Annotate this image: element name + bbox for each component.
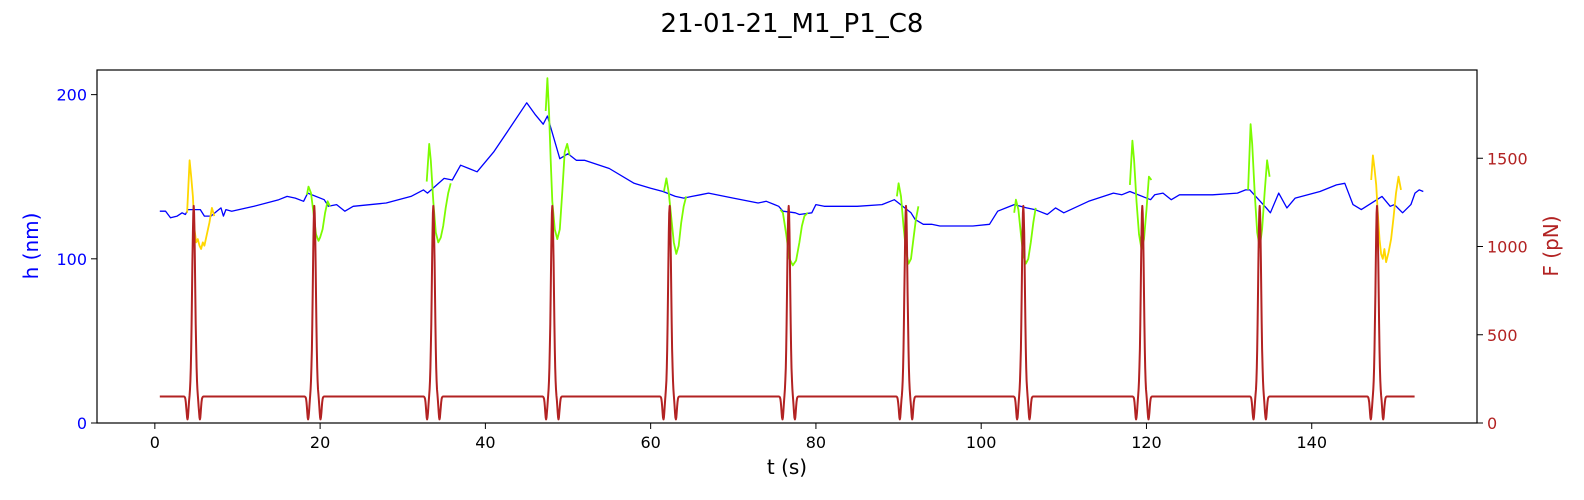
series-line-2 [1370,154,1402,264]
series-line-12 [159,204,1416,421]
y-right-tick-label: 0 [1487,414,1497,433]
y-left-axis-label: h (nm) [19,213,43,280]
x-tick-label: 140 [1296,433,1327,452]
chart-title: 21-01-21_M1_P1_C8 [661,9,924,39]
series-line-10 [1129,139,1153,250]
y-left-tick-label: 100 [56,250,87,269]
x-tick-label: 100 [966,433,997,452]
x-tick-label: 60 [640,433,660,452]
y-left-axis-ticks: 0 100 200 [56,86,97,433]
x-axis-label: t (s) [767,455,807,479]
y-right-tick-label: 1000 [1487,238,1528,257]
series-line-0 [159,102,1424,227]
series-line-5 [544,77,571,241]
y-right-tick-label: 500 [1487,326,1518,345]
x-tick-label: 40 [475,433,495,452]
x-tick-label: 0 [150,433,160,452]
y-left-tick-label: 200 [56,86,87,105]
series-line-7 [779,209,809,267]
x-tick-label: 80 [806,433,826,452]
x-tick-label: 120 [1131,433,1162,452]
y-left-tick-label: 0 [77,414,87,433]
y-right-tick-label: 1500 [1487,149,1528,168]
series-line-3 [306,185,331,242]
plot-lines [159,77,1424,421]
x-tick-label: 20 [310,433,330,452]
series-line-6 [663,177,688,255]
x-axis-ticks: 0 20 40 60 80 100 120 140 [150,423,1327,452]
series-line-1 [186,159,216,250]
y-right-axis-ticks: 0 500 1000 1500 [1477,149,1528,433]
y-right-axis-label: F (pN) [1539,215,1563,276]
series-line-4 [425,142,452,244]
